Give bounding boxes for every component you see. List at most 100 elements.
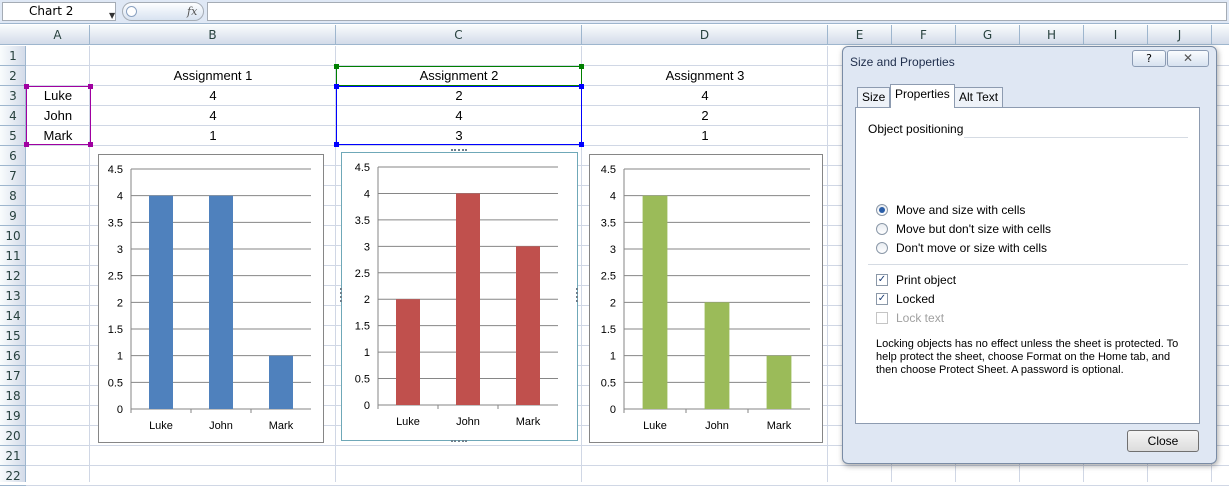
name-cell[interactable]: Luke (43, 88, 73, 103)
grid-line (26, 445, 1229, 446)
x-tick-label: Luke (149, 420, 173, 432)
range-handle[interactable] (579, 84, 584, 89)
column-header-j[interactable]: J (1148, 25, 1212, 45)
range-handle[interactable] (334, 84, 339, 89)
row-header-12[interactable]: 12 (0, 266, 26, 286)
range-handle[interactable] (88, 84, 93, 89)
close-button[interactable]: Close (1127, 430, 1199, 452)
row-header-3[interactable]: 3 (0, 86, 26, 106)
chart-2[interactable]: 4.5 4 3.5 3 2.5 2 1.5 1 0.5 0 Luke John Mark (341, 152, 578, 441)
range-handle[interactable] (579, 142, 584, 147)
bar-mark[interactable] (516, 246, 540, 405)
range-handle[interactable] (334, 64, 339, 69)
tab-properties[interactable]: Properties (890, 84, 955, 108)
row-header-17[interactable]: 17 (0, 366, 26, 386)
column-header-i[interactable]: I (1084, 25, 1148, 45)
chart-1[interactable]: 4.5 4 3.5 3 2.5 2 1.5 1 0.5 0 Luke John Mark (98, 154, 324, 443)
radio-label: Move but don't size with cells (896, 222, 1052, 236)
insert-function-icon[interactable]: fx (187, 5, 198, 18)
name-cell[interactable]: John (43, 108, 73, 123)
row-header-9[interactable]: 9 (0, 206, 26, 226)
row-header-21[interactable]: 21 (0, 446, 26, 466)
chevron-down-icon[interactable]: ▼ (109, 11, 116, 20)
properties-panel: Object positioning Move and size with ce… (855, 107, 1200, 424)
column-header-g[interactable]: G (956, 25, 1020, 45)
checkbox-checked-icon[interactable]: ✓ (876, 274, 888, 286)
bar-luke[interactable] (642, 195, 668, 409)
bar-john[interactable] (209, 195, 233, 409)
row-header-10[interactable]: 10 (0, 226, 26, 246)
bar-luke[interactable] (396, 299, 420, 405)
value-cell[interactable]: 4 (455, 108, 463, 123)
value-cell[interactable]: 1 (209, 128, 217, 143)
range-handle[interactable] (24, 142, 29, 147)
resize-handle-bottom[interactable] (451, 440, 467, 444)
range-handle[interactable] (334, 142, 339, 147)
radio-selected-icon[interactable] (876, 204, 888, 216)
row-header-14[interactable]: 14 (0, 306, 26, 326)
name-cell[interactable]: Mark (43, 128, 73, 143)
column-header-d[interactable]: D (582, 25, 828, 45)
header-cell[interactable]: Assignment 3 (665, 68, 745, 83)
y-tick-label: 0.5 (355, 374, 370, 386)
row-header-16[interactable]: 16 (0, 346, 26, 366)
y-tick-label: 1 (610, 351, 616, 363)
radio-icon[interactable] (876, 223, 888, 235)
row-header-2[interactable]: 2 (0, 66, 26, 86)
resize-handle-right[interactable] (576, 288, 580, 302)
y-tick-label: 1 (364, 347, 370, 359)
x-tick-label: Mark (269, 420, 294, 432)
column-header-a[interactable]: A (26, 25, 90, 45)
range-handle[interactable] (88, 142, 93, 147)
value-cell[interactable]: 2 (701, 108, 709, 123)
column-header-h[interactable]: H (1020, 25, 1084, 45)
row-header-6[interactable]: 6 (0, 146, 26, 166)
bar-mark[interactable] (766, 355, 792, 409)
resize-handle-left[interactable] (340, 288, 344, 302)
row-header-20[interactable]: 20 (0, 426, 26, 446)
value-cell[interactable]: 2 (455, 88, 463, 103)
chart-3[interactable]: 4.5 4 3.5 3 2.5 2 1.5 1 0.5 0 Luke John Mark (589, 154, 823, 443)
column-header-f[interactable]: F (892, 25, 956, 45)
expand-handle-icon[interactable] (126, 6, 137, 17)
range-handle[interactable] (579, 64, 584, 69)
row-header-13[interactable]: 13 (0, 286, 26, 306)
header-cell[interactable]: Assignment 2 (419, 68, 499, 83)
value-cell[interactable]: 4 (209, 108, 217, 123)
grid-line (26, 125, 1229, 126)
resize-handle-top[interactable] (451, 149, 467, 153)
range-handle[interactable] (24, 84, 29, 89)
row-header-1[interactable]: 1 (0, 46, 26, 66)
help-button[interactable]: ? (1132, 50, 1166, 67)
row-header-8[interactable]: 8 (0, 186, 26, 206)
header-cell[interactable]: Assignment 1 (173, 68, 253, 83)
value-cell[interactable]: 1 (701, 128, 709, 143)
column-header-c[interactable]: C (336, 25, 582, 45)
tab-alt-text[interactable]: Alt Text (954, 87, 1004, 107)
row-header-22[interactable]: 22 (0, 466, 26, 486)
tab-size[interactable]: Size (857, 87, 891, 107)
column-header-e[interactable]: E (828, 25, 892, 45)
row-header-11[interactable]: 11 (0, 246, 26, 266)
name-box[interactable]: Chart 2 ▼ (2, 2, 116, 21)
formula-input[interactable] (207, 2, 1227, 21)
value-cell[interactable]: 3 (455, 128, 463, 143)
value-cell[interactable]: 4 (701, 88, 709, 103)
column-header-b[interactable]: B (90, 25, 336, 45)
row-header-4[interactable]: 4 (0, 106, 26, 126)
grid-line (581, 46, 582, 482)
bar-john[interactable] (704, 302, 730, 409)
row-header-5[interactable]: 5 (0, 126, 26, 146)
close-icon[interactable]: ✕ (1167, 50, 1209, 67)
y-tick-label: 2.5 (355, 268, 370, 280)
bar-mark[interactable] (269, 355, 293, 409)
checkbox-checked-icon[interactable]: ✓ (876, 293, 888, 305)
row-header-15[interactable]: 15 (0, 326, 26, 346)
row-header-19[interactable]: 19 (0, 406, 26, 426)
row-header-18[interactable]: 18 (0, 386, 26, 406)
radio-icon[interactable] (876, 242, 888, 254)
value-cell[interactable]: 4 (209, 88, 217, 103)
bar-luke[interactable] (149, 195, 173, 409)
bar-john[interactable] (456, 193, 480, 405)
row-header-7[interactable]: 7 (0, 166, 26, 186)
